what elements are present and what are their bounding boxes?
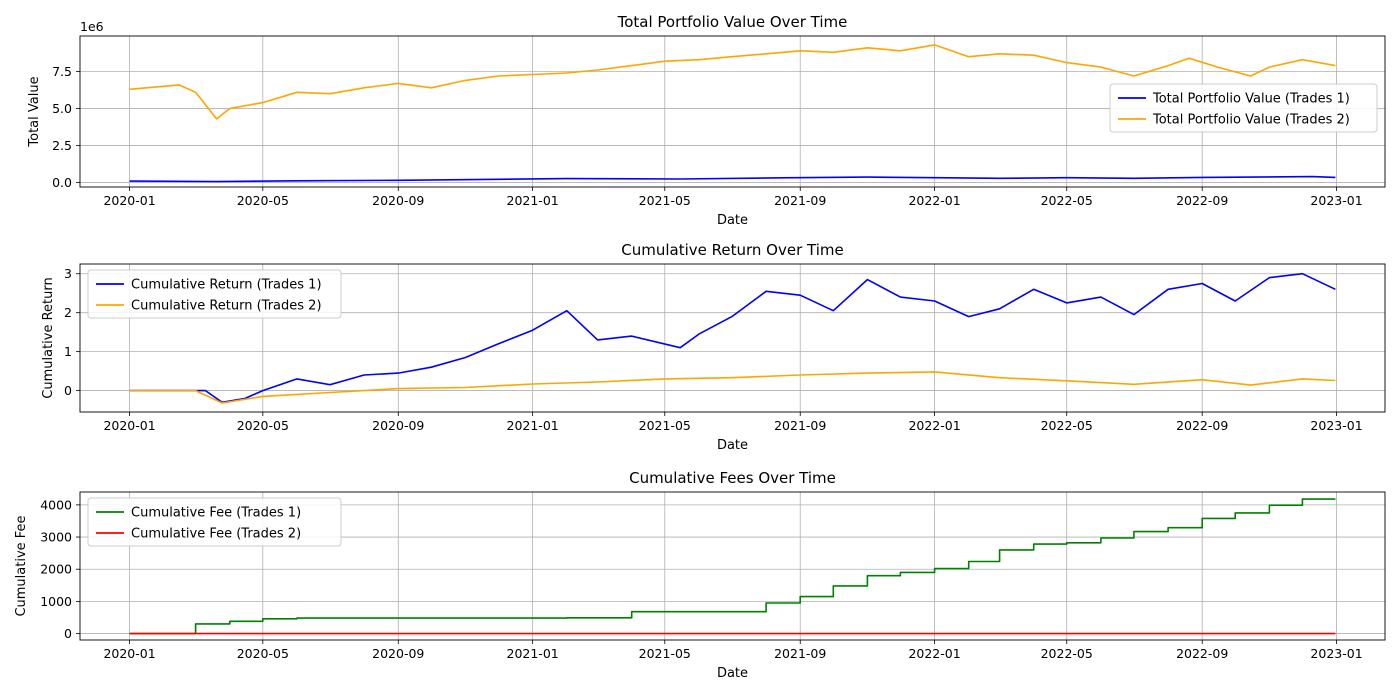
x-tick-label: 2021-01 (507, 193, 559, 208)
x-tick-label: 2020-09 (372, 193, 424, 208)
series-line-1 (129, 175, 1336, 183)
x-tick-label: 2021-09 (774, 193, 826, 208)
series-line-1 (129, 498, 1336, 635)
legend-box (87, 497, 342, 547)
x-tick-label: 2023-01 (1310, 418, 1362, 433)
x-tick-label: 2022-05 (1041, 646, 1093, 661)
x-tick-label: 2020-05 (237, 418, 289, 433)
x-tick-label: 2020-05 (237, 193, 289, 208)
series-line-2 (129, 44, 1336, 120)
chart-panel-1: 2020-01 2020-05 2020-09 2021-01 2021-05 2021-… (27, 13, 1386, 228)
x-tick-label: 2021-05 (639, 418, 691, 433)
legend-label: Cumulative Fee (Trades 2) (131, 527, 301, 542)
legend-label: Cumulative Return (Trades 2) (131, 299, 322, 314)
x-axis-label: Date (717, 438, 748, 453)
x-tick-label: 2020-01 (103, 418, 155, 433)
chart-title: Cumulative Return Over Time (621, 241, 843, 259)
legend: Cumulative Return (Trades 1) Cumulative R… (87, 269, 342, 319)
legend-label: Total Portfolio Value (Trades 2) (1152, 113, 1350, 128)
y-tick-label: 2.5 (52, 138, 72, 153)
x-tick-label: 2021-09 (774, 646, 826, 661)
x-tick-label: 2022-05 (1041, 193, 1093, 208)
y-tick-label: 3000 (40, 530, 72, 545)
legend-label: Total Portfolio Value (Trades 1) (1152, 92, 1350, 107)
y-tick-label: 1000 (40, 594, 72, 609)
x-axis-label: Date (717, 213, 748, 228)
axes-frame (79, 35, 1386, 188)
x-tick-label: 2021-05 (639, 193, 691, 208)
y-axis-label: Total Value (27, 76, 42, 147)
x-tick-label: 2022-09 (1176, 193, 1228, 208)
x-axis-label: Date (717, 666, 748, 681)
y-axis-label: Cumulative Fee (14, 515, 29, 616)
y-tick-label: 3 (64, 266, 72, 281)
x-tick-label: 2020-01 (103, 646, 155, 661)
y-tick-label: 2000 (40, 562, 72, 577)
y-tick-label: 1 (64, 344, 72, 359)
x-tick-label: 2021-05 (639, 646, 691, 661)
legend-box (87, 269, 342, 319)
y-tick-label: 0 (64, 383, 72, 398)
y-axis-label: Cumulative Return (41, 277, 56, 398)
x-tick-label: 2021-09 (774, 418, 826, 433)
y-tick-label: 4000 (40, 497, 72, 512)
series-line-1 (129, 272, 1336, 404)
legend-box (1109, 83, 1378, 133)
chart-panel-3: 2020-01 2020-05 2020-09 2021-01 2021-05 2021-… (14, 469, 1386, 681)
legend-label: Cumulative Fee (Trades 1) (131, 506, 301, 521)
series-line-2 (129, 371, 1336, 404)
y-offset-text: 1e6 (80, 19, 104, 34)
chart-title: Total Portfolio Value Over Time (617, 13, 848, 31)
x-tick-label: 2022-05 (1041, 418, 1093, 433)
legend: Cumulative Fee (Trades 1) Cumulative Fee … (87, 497, 342, 547)
x-tick-label: 2022-09 (1176, 646, 1228, 661)
axes-frame (79, 263, 1386, 413)
chart-panel-2: 2020-01 2020-05 2020-09 2021-01 2021-05 2021-… (41, 241, 1386, 453)
y-tick-label: 7.5 (52, 64, 72, 79)
x-tick-label: 2022-01 (908, 646, 960, 661)
x-tick-label: 2020-01 (103, 193, 155, 208)
x-tick-label: 2021-01 (507, 646, 559, 661)
y-tick-label: 2 (64, 305, 72, 320)
x-tick-label: 2020-09 (372, 418, 424, 433)
x-tick-label: 2022-01 (908, 418, 960, 433)
x-tick-label: 2022-01 (908, 193, 960, 208)
x-tick-label: 2023-01 (1310, 193, 1362, 208)
y-tick-label: 0.0 (52, 175, 72, 190)
axes-frame (79, 491, 1386, 641)
y-tick-label: 5.0 (52, 101, 72, 116)
x-tick-label: 2023-01 (1310, 646, 1362, 661)
x-tick-label: 2021-01 (507, 418, 559, 433)
legend: Total Portfolio Value (Trades 1) Total Po… (1109, 83, 1378, 133)
x-tick-label: 2020-09 (372, 646, 424, 661)
x-tick-label: 2020-05 (237, 646, 289, 661)
x-tick-label: 2022-09 (1176, 418, 1228, 433)
y-tick-label: 0 (64, 626, 72, 641)
chart-title: Cumulative Fees Over Time (629, 469, 836, 487)
legend-label: Cumulative Return (Trades 1) (131, 278, 322, 293)
